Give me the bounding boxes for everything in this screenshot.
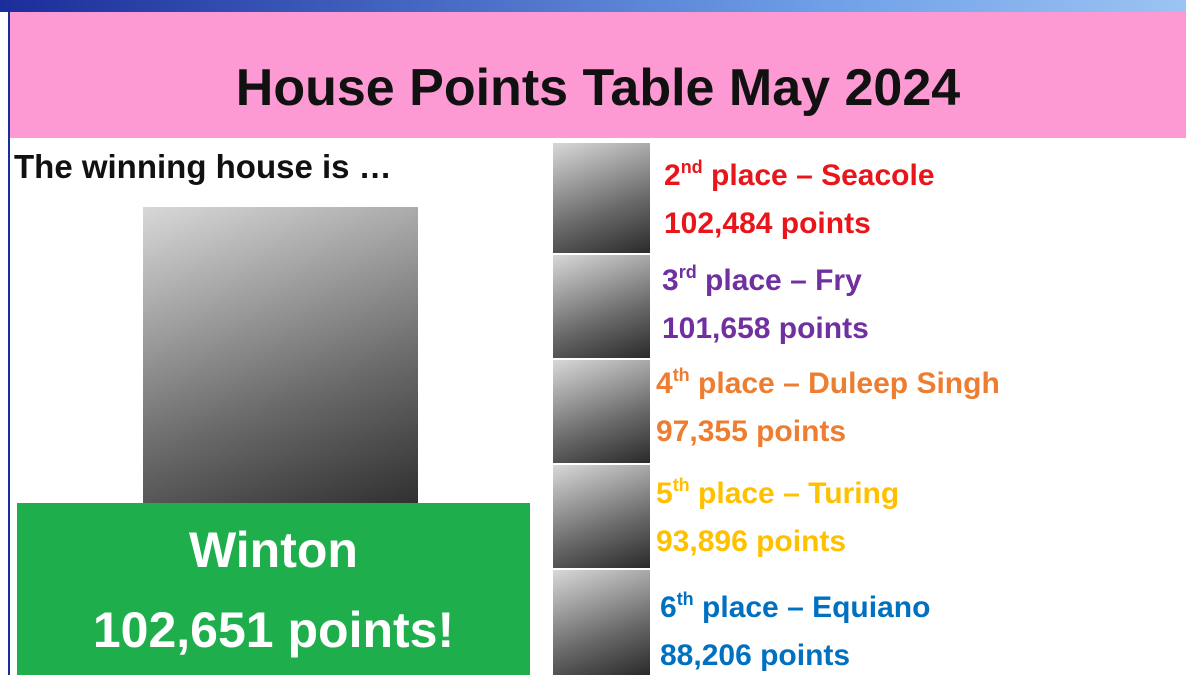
intro: The winning house is …: [14, 148, 392, 186]
portrait: [553, 360, 650, 463]
portrait: [553, 465, 650, 568]
rank-suffix: rd: [679, 262, 697, 282]
winner-points: 102,651 points!: [17, 601, 530, 659]
rank-suffix: th: [677, 589, 694, 609]
place-points: 101,658 points: [662, 305, 869, 353]
slide: House Points Table May 2024 The winning …: [0, 0, 1186, 675]
top-bar: [0, 0, 1186, 12]
rank: 2: [664, 159, 681, 192]
place-entry: 2nd place – Seacole 102,484 points: [664, 152, 935, 248]
rank: 6: [660, 591, 677, 624]
rank-suffix: th: [673, 475, 690, 495]
place-points: 88,206 points: [660, 632, 930, 675]
winner-house: Winton: [17, 521, 530, 579]
place-entry: 4th place – Duleep Singh 97,355 points: [656, 360, 1000, 456]
place-label: place – Turing: [698, 477, 899, 510]
winner-photo: [143, 207, 418, 520]
title: House Points Table May 2024: [10, 58, 1186, 118]
place-label: place – Equiano: [702, 591, 930, 624]
place-entry: 6th place – Equiano 88,206 points: [660, 584, 930, 675]
portrait: [553, 255, 650, 358]
place-points: 102,484 points: [664, 200, 935, 248]
place-label: place – Seacole: [711, 159, 934, 192]
winner-box: Winton 102,651 points!: [17, 503, 530, 675]
portrait: [553, 570, 650, 675]
rank-suffix: th: [673, 365, 690, 385]
rank: 4: [656, 367, 673, 400]
rank: 5: [656, 477, 673, 510]
place-label: place – Fry: [705, 264, 862, 297]
place-entry: 3rd place – Fry 101,658 points: [662, 257, 869, 353]
place-entry: 5th place – Turing 93,896 points: [656, 470, 899, 566]
place-points: 97,355 points: [656, 408, 1000, 456]
portrait: [553, 143, 650, 253]
place-label: place – Duleep Singh: [698, 367, 1000, 400]
rank-suffix: nd: [681, 157, 703, 177]
place-points: 93,896 points: [656, 518, 899, 566]
rank: 3: [662, 264, 679, 297]
